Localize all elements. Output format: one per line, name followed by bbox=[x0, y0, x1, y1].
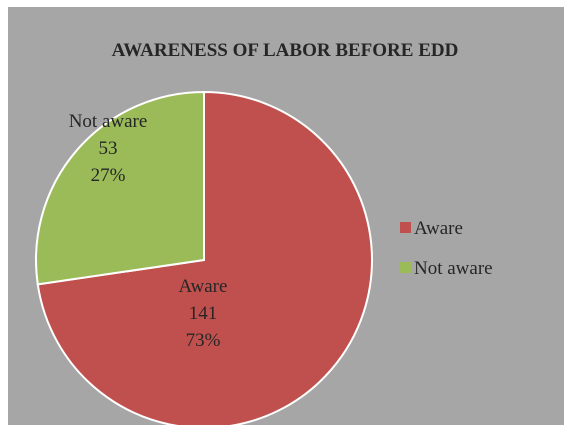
slice-label-percent: 73% bbox=[186, 330, 221, 351]
slice-label-value: 141 bbox=[189, 303, 218, 324]
pie-slice-not-aware bbox=[35, 90, 205, 286]
legend-label-not-aware: Not aware bbox=[414, 258, 493, 279]
legend: Aware Not aware bbox=[400, 218, 493, 279]
slice-label-name: Not aware bbox=[69, 111, 148, 132]
pie-chart: AWARENESS OF LABOR BEFORE EDD Aware 141 73… bbox=[35, 40, 493, 425]
slice-label-value: 53 bbox=[99, 138, 118, 159]
slice-label-name: Aware bbox=[179, 276, 228, 297]
chart-area: AWARENESS OF LABOR BEFORE EDD Aware 141 73… bbox=[8, 7, 564, 425]
legend-label-aware: Aware bbox=[414, 218, 463, 239]
chart-title: AWARENESS OF LABOR BEFORE EDD bbox=[112, 40, 459, 61]
slice-label-percent: 27% bbox=[91, 165, 126, 186]
slice-labels: Aware 141 73% Not aware 53 27% bbox=[69, 111, 228, 351]
legend-swatch-aware bbox=[400, 222, 411, 233]
pie-slices bbox=[35, 90, 373, 425]
legend-swatch-not-aware bbox=[400, 262, 411, 273]
